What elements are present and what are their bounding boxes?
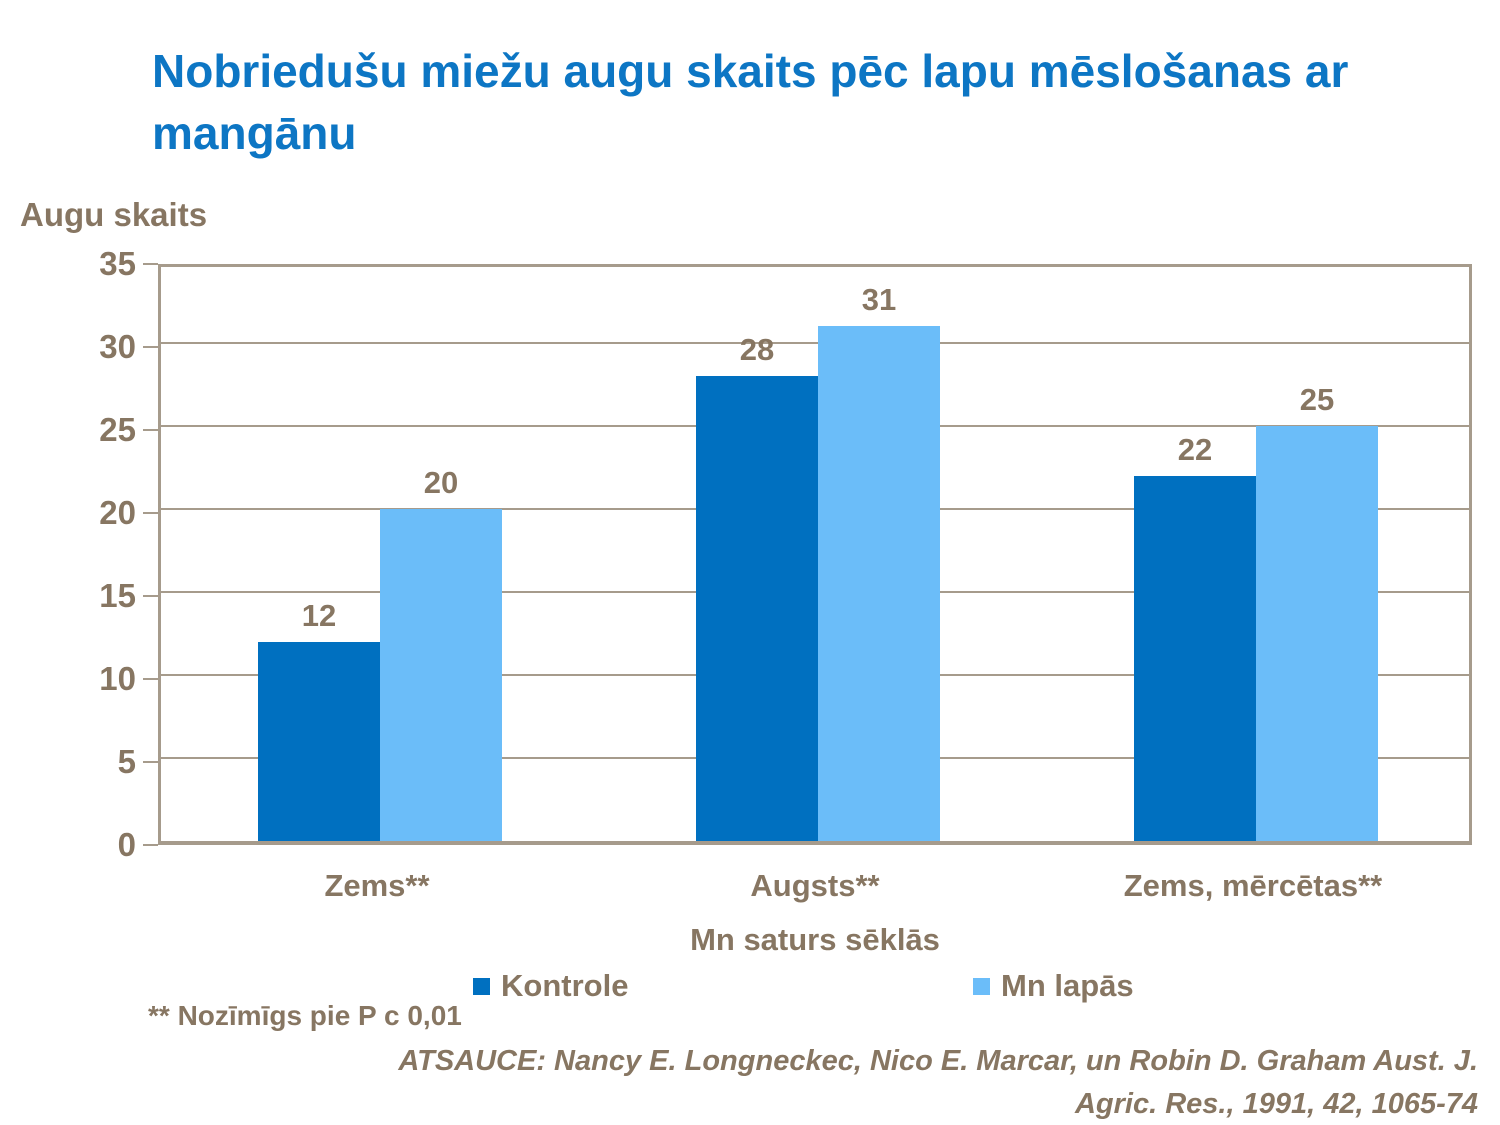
y-axis-title: Augu skaits [20,196,208,233]
bar-mn-lapās [380,509,502,841]
legend-swatch-icon [973,977,990,995]
category-label: Zems, mērcētas** [1123,868,1383,903]
y-tick-mark [143,761,158,763]
bar-mn-lapās [818,326,940,841]
y-tick-label: 30 [99,328,136,365]
y-tick-mark [143,844,158,846]
category-label: Augsts** [750,868,880,903]
bar-value-label: 31 [861,282,897,318]
significance-footnote: ** Nozīmīgs pie P c 0,01 [148,1000,462,1031]
category-label: Zems** [324,868,430,903]
reference-citation: ATSAUCE: Nancy E. Longneckec, Nico E. Ma… [178,1040,1478,1125]
bar-value-label: 22 [1177,431,1213,467]
bar-mn-lapās [1256,426,1378,841]
y-tick-label: 35 [99,245,136,282]
legend-item: Kontrole [473,968,628,1004]
chart-title: Nobriedušu miežu augu skaits pēc lapu mē… [152,45,1349,159]
y-tick-label: 0 [117,826,136,863]
reference-line-2: Agric. Res., 1991, 42, 1065-74 [1074,1088,1478,1120]
bar-value-label: 12 [301,597,337,633]
y-tick-label: 25 [99,411,136,448]
y-tick-label: 10 [99,660,136,697]
y-tick-mark [143,263,158,265]
bar-value-label: 20 [423,465,459,500]
y-tick-mark [143,512,158,514]
legend-swatch-icon [473,977,490,995]
legend-label: Kontrole [501,968,629,1003]
y-tick-mark [143,595,158,597]
legend-label: Mn lapās [1001,968,1134,1003]
y-tick-label: 5 [117,743,136,780]
y-tick-label: 20 [99,494,136,531]
y-tick-mark [143,678,158,680]
plot-area: 12 20 28 31 22 25 [158,264,1472,845]
bar-kontrole [258,641,380,841]
x-axis-title: Mn saturs sēklās [690,922,940,957]
reference-line-1: ATSAUCE: Nancy E. Longneckec, Nico E. Ma… [398,1045,1478,1077]
gridline [161,342,1469,344]
y-tick-mark [143,429,158,431]
bar-kontrole [696,376,818,841]
y-tick-mark [143,346,158,348]
bar-kontrole [1134,475,1256,841]
bar-value-label: 25 [1299,382,1335,417]
bar-value-label: 28 [739,332,775,368]
legend-item: Mn lapās [973,968,1134,1004]
y-tick-label: 15 [99,577,136,614]
